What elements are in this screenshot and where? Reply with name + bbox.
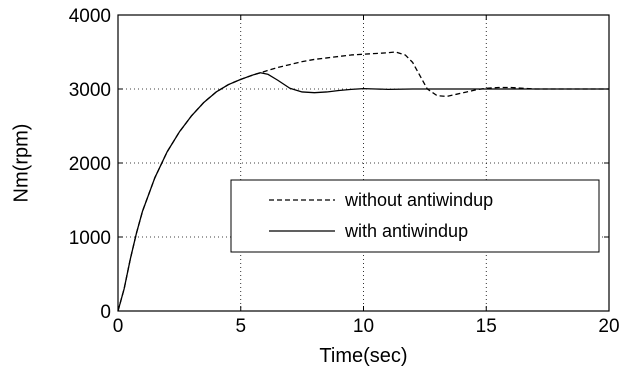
- y-tick-label: 0: [100, 302, 111, 323]
- grid-lines: [118, 15, 609, 311]
- y-tick-label: 4000: [69, 6, 111, 27]
- legend: without antiwindup with antiwindup: [230, 179, 600, 253]
- legend-box: [230, 179, 600, 253]
- legend-label-with-antiwindup: with antiwindup: [344, 221, 468, 241]
- x-tick-label: 20: [598, 316, 619, 337]
- x-tick-label: 5: [235, 316, 246, 337]
- series-line-with-antiwindup: [117, 72, 609, 312]
- series-group: [117, 51, 609, 312]
- x-axis-label: Time(sec): [319, 345, 407, 367]
- legend-label-without-antiwindup: without antiwindup: [344, 190, 493, 210]
- x-tick-label: 10: [353, 316, 374, 337]
- axis-ticks: 0 5 10 15 20 0 1000 2000 3000 4000: [69, 6, 620, 337]
- y-tick-label: 1000: [69, 228, 111, 249]
- x-tick-label: 15: [476, 316, 497, 337]
- x-tick-label: 0: [113, 316, 124, 337]
- y-tick-label: 3000: [69, 80, 111, 101]
- series-line-without-antiwindup: [117, 51, 609, 312]
- y-tick-label: 2000: [69, 154, 111, 175]
- y-axis-label: Nm(rpm): [10, 124, 32, 203]
